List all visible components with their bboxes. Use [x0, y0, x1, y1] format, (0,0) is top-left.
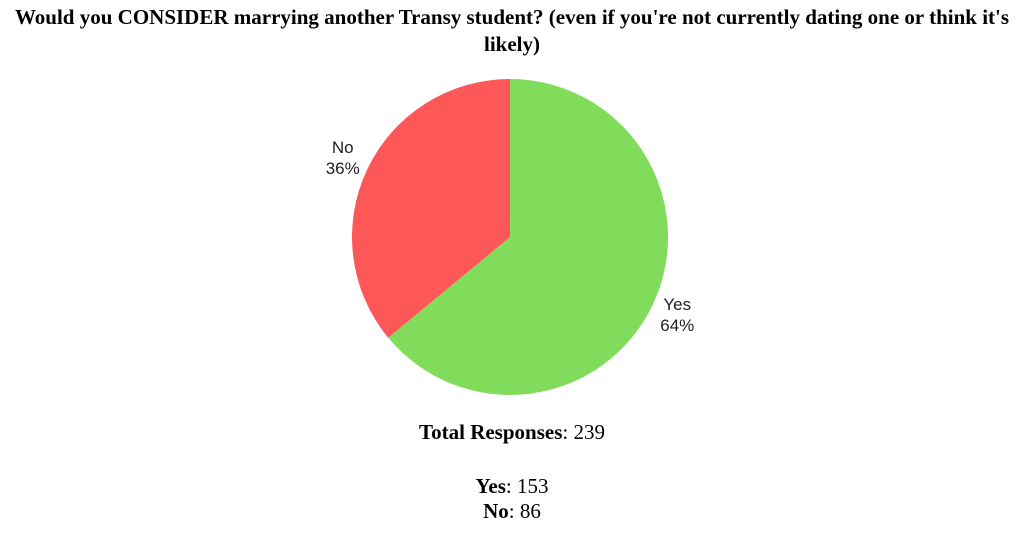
- summary-value: 86: [509, 499, 541, 523]
- summary-row: Total Responses239: [0, 420, 1024, 445]
- summary-value: 153: [506, 474, 549, 498]
- chart-title: Would you CONSIDER marrying another Tran…: [14, 5, 1010, 56]
- slice-label: No: [332, 138, 354, 157]
- slice-value-label: 36%: [326, 159, 360, 178]
- summary-label: Total Responses: [419, 420, 563, 444]
- slice-value-label: 64%: [660, 316, 694, 335]
- pie-slice: [388, 79, 669, 396]
- summary-label: No: [483, 499, 509, 523]
- summary-row: Yes153: [0, 474, 1024, 499]
- slice-label: Yes: [663, 295, 691, 314]
- chart: Yes 64% No 36%: [326, 79, 694, 396]
- summary-value: 239: [562, 420, 605, 444]
- pie-slice: [352, 79, 510, 338]
- summary-label: Yes: [475, 474, 506, 498]
- summary-row: No86: [0, 499, 1024, 524]
